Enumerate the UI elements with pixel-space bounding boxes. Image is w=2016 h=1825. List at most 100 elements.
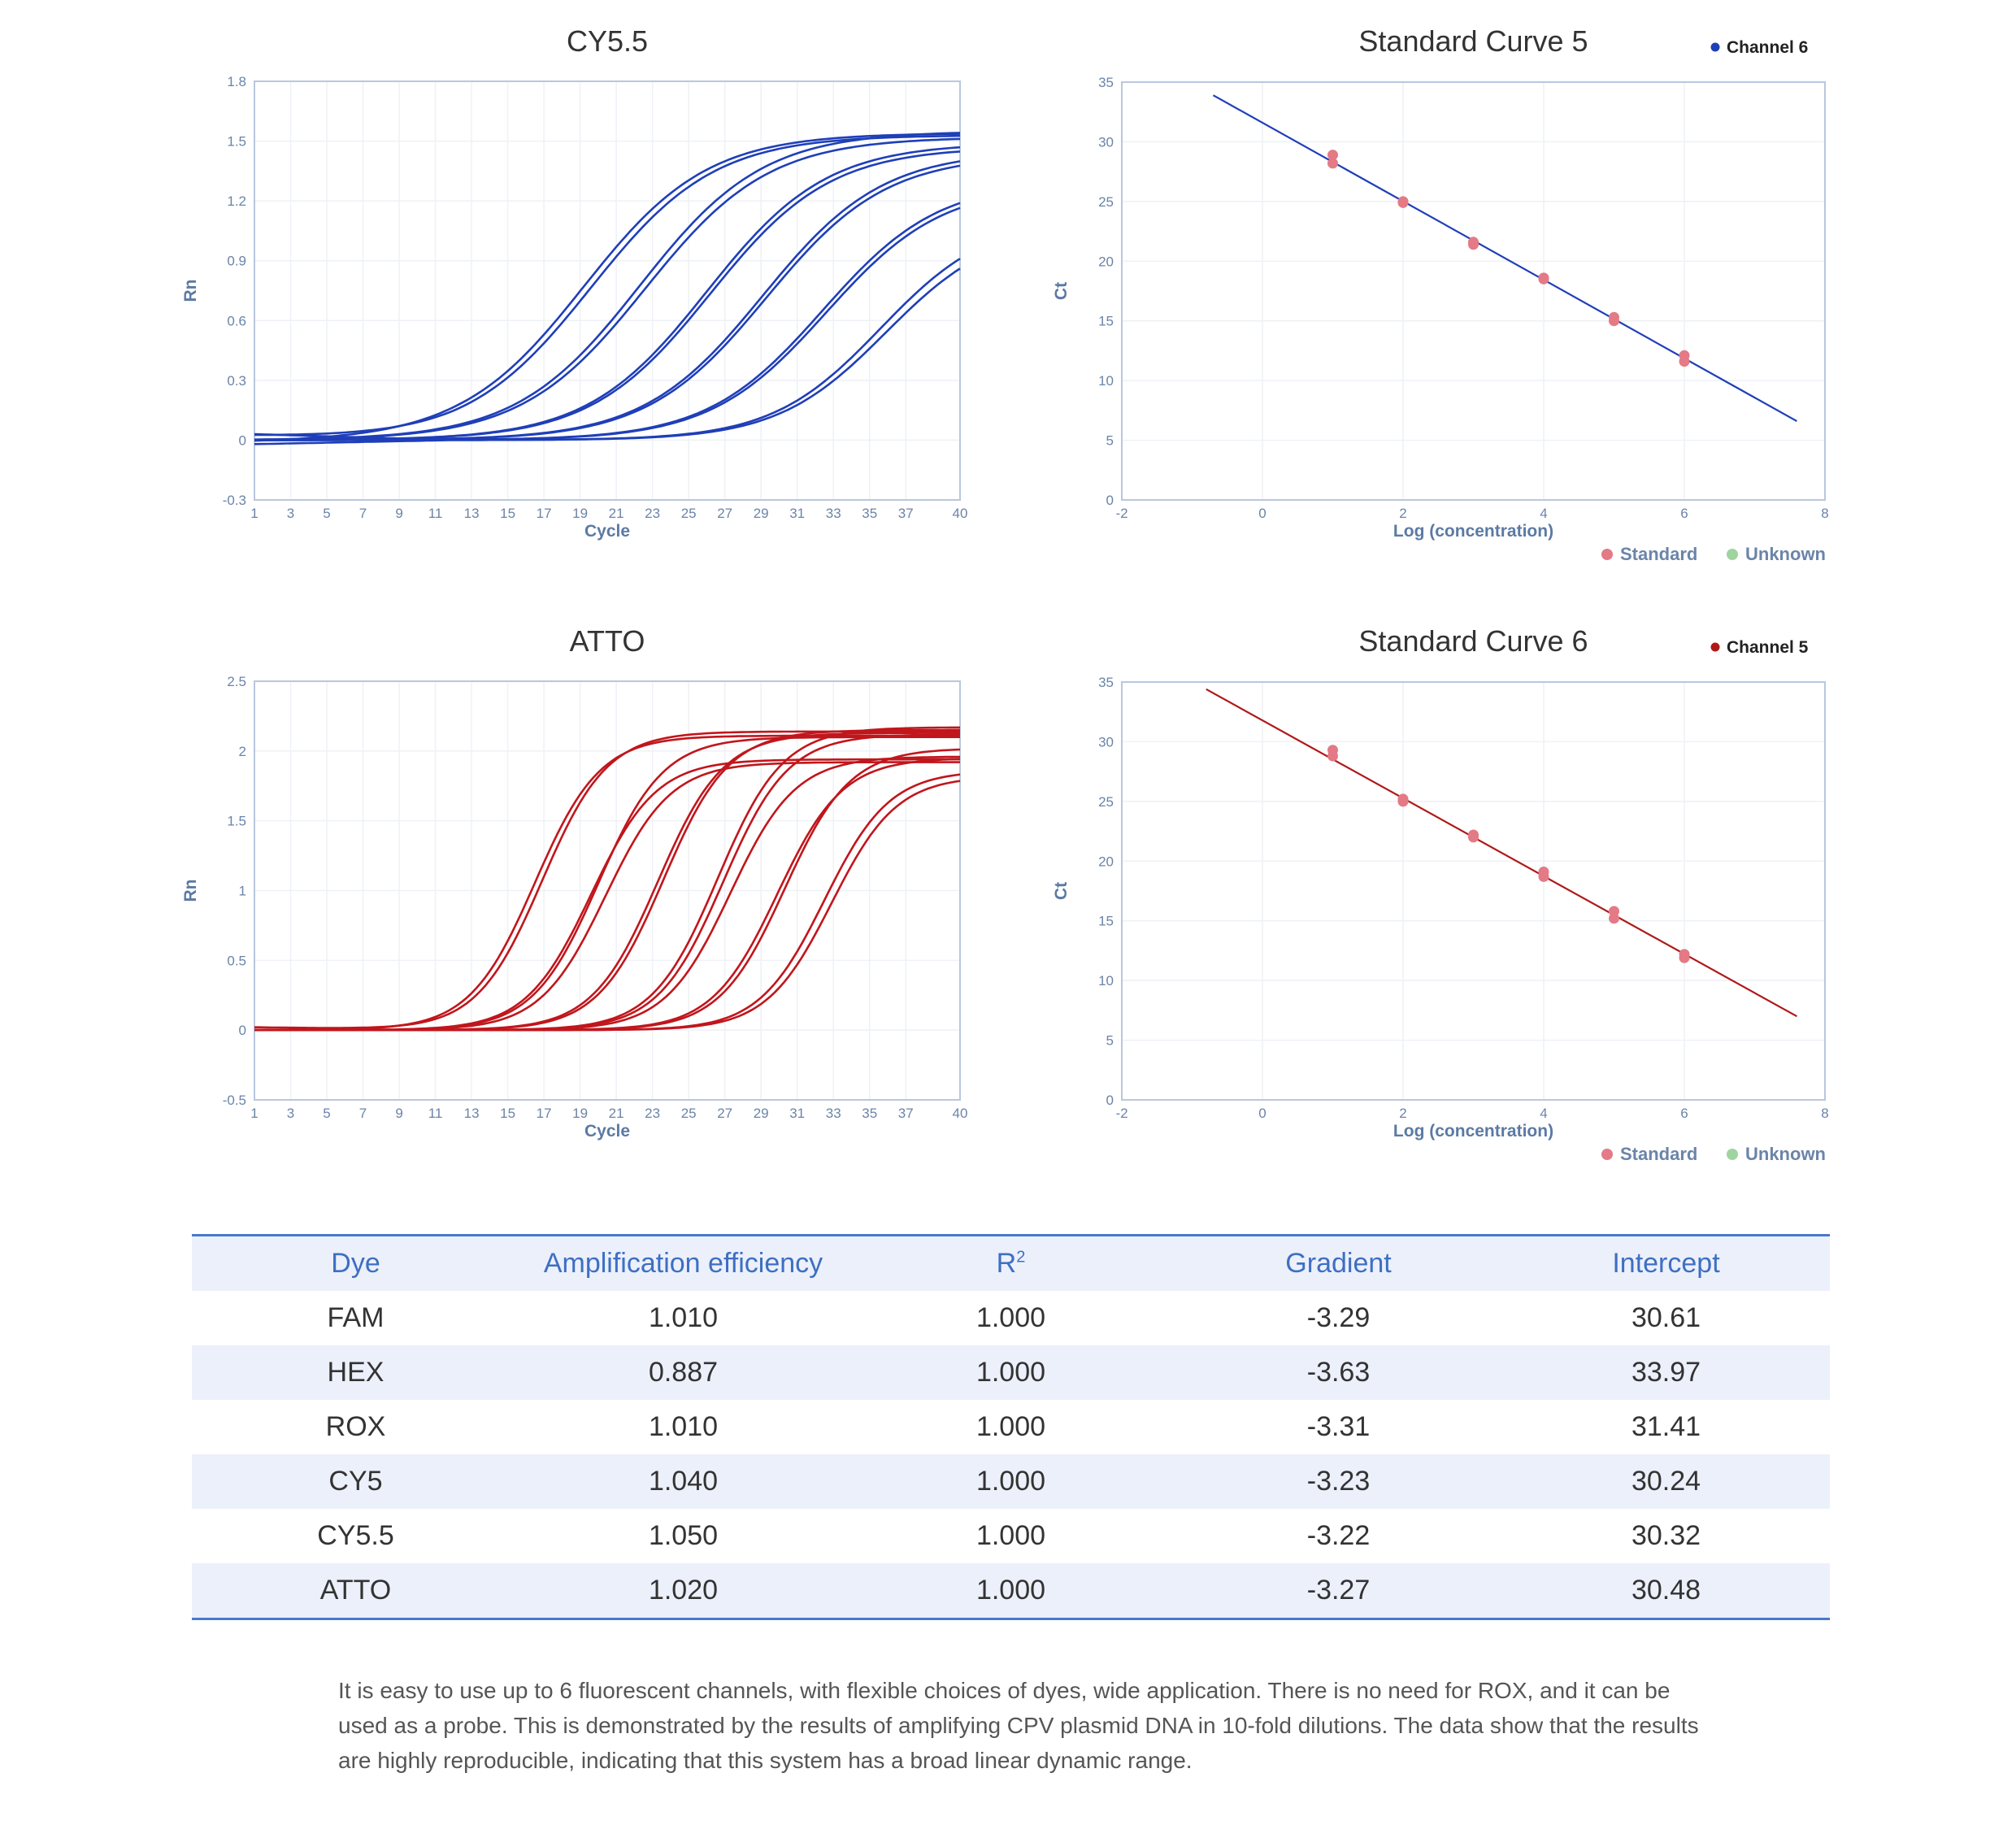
- header-amplification-efficiency: Amplification efficiency: [519, 1234, 847, 1291]
- plot-border: [1121, 81, 1826, 501]
- plot-border: [254, 80, 961, 501]
- results-table: Dye Amplification efficiency R2 Gradient…: [192, 1234, 1830, 1620]
- description-paragraph: It is easy to use up to 6 fluorescent ch…: [338, 1678, 1699, 1773]
- x-tick-label: 37: [898, 1106, 914, 1121]
- plot-background: [1122, 682, 1825, 1100]
- x-tick-label: 25: [681, 506, 697, 521]
- y-tick-label: 30: [1098, 734, 1114, 750]
- header-gradient: Gradient: [1175, 1234, 1502, 1291]
- standard-point: [1679, 356, 1690, 367]
- y-axis-label: Ct: [1052, 282, 1071, 300]
- x-tick-label: 0: [1258, 506, 1266, 521]
- y-tick-label: 35: [1098, 75, 1114, 90]
- legend-unknown-marker: [1727, 1149, 1738, 1160]
- standard-curve-fit-line: [1212, 94, 1797, 423]
- y-tick-label: 1.8: [227, 74, 246, 89]
- standard-point: [1609, 913, 1619, 924]
- x-tick-label: 35: [862, 506, 877, 521]
- x-tick-label: 21: [609, 1106, 624, 1121]
- legend-standard-label: Standard: [1620, 544, 1697, 564]
- x-tick-label: 21: [609, 506, 624, 521]
- x-tick-label: 1: [250, 506, 258, 521]
- cell-gradient: -3.22: [1306, 1520, 1371, 1551]
- y-tick-label: 0.6: [227, 313, 246, 328]
- x-tick-label: 35: [862, 1106, 877, 1121]
- cell-intercept: 30.61: [1631, 1302, 1701, 1333]
- x-tick-label: 1: [250, 1106, 258, 1121]
- header-r-superscript: 2: [1016, 1248, 1026, 1267]
- y-tick-label: 2: [239, 744, 246, 759]
- chart-title: Standard Curve 5: [1358, 24, 1588, 58]
- y-tick-label: 0.3: [227, 373, 246, 389]
- x-tick-label: 27: [717, 506, 732, 521]
- y-axis-label: Ct: [1052, 882, 1071, 900]
- cell-r2: 1.000: [847, 1454, 1175, 1509]
- cell-gradient: -3.29: [1306, 1302, 1371, 1333]
- y-tick-label: 0: [1106, 1093, 1114, 1108]
- x-tick-label: 13: [464, 1106, 480, 1121]
- cell-intercept: 30.48: [1502, 1563, 1830, 1620]
- x-tick-label: 7: [359, 506, 367, 521]
- header-r-squared: R2: [847, 1234, 1175, 1291]
- chart-amp_cy55: -0.300.30.60.91.21.51.81 3 5 7 9 11 13 15 17 19 21…: [181, 24, 967, 541]
- legend-unknown-label: Unknown: [1745, 544, 1826, 564]
- x-tick-label: 31: [789, 506, 805, 521]
- y-tick-label: 15: [1098, 314, 1114, 329]
- x-tick-label: 11: [428, 1106, 443, 1121]
- x-tick-label: 3: [287, 506, 294, 521]
- x-tick-label: 29: [754, 1106, 769, 1121]
- table-row: FAM 1.010 1.000 -3.29 30.61: [192, 1291, 1830, 1345]
- x-tick-label: 5: [323, 1106, 330, 1121]
- cell-efficiency: 1.050: [648, 1520, 719, 1551]
- x-tick-label: 40: [953, 1106, 968, 1121]
- y-tick-label: 10: [1098, 373, 1114, 389]
- standard-point: [1327, 158, 1338, 169]
- x-tick-label: 17: [537, 506, 552, 521]
- y-tick-label: 25: [1098, 794, 1114, 810]
- y-tick-label: 0.5: [227, 953, 246, 968]
- x-tick-label: -2: [1115, 506, 1127, 521]
- x-tick-label: 4: [1540, 506, 1547, 521]
- standard-point: [1327, 750, 1338, 762]
- x-tick-label: 31: [789, 1106, 805, 1121]
- standard-point: [1538, 871, 1549, 882]
- cell-intercept: 30.24: [1502, 1454, 1830, 1509]
- amplification-curve: [254, 133, 961, 442]
- x-tick-label: 3: [287, 1106, 294, 1121]
- cell-dye: CY5: [192, 1454, 519, 1509]
- x-tick-label: 8: [1821, 506, 1828, 521]
- y-tick-label: 0: [239, 1023, 246, 1038]
- standard-curve-fit-line: [1206, 688, 1797, 1018]
- chart-title: CY5.5: [567, 24, 648, 58]
- y-tick-label: 20: [1098, 854, 1114, 869]
- x-tick-label: 9: [395, 1106, 402, 1121]
- plot-border: [1121, 681, 1826, 1101]
- cell-efficiency: 1.040: [519, 1454, 847, 1509]
- legend-standard-label: Standard: [1620, 1144, 1697, 1164]
- amplification-curve: [254, 780, 961, 1032]
- y-tick-label: 20: [1098, 254, 1114, 269]
- x-tick-label: 25: [681, 1106, 697, 1121]
- chart-amp_atto: -0.500.511.522.51 3 5 7 9 11 13 15 17 19 21 23 25 27 2…: [181, 624, 967, 1141]
- chart-title: Standard Curve 6: [1358, 624, 1588, 658]
- header-r-label: R: [996, 1248, 1017, 1279]
- legend-standard-marker: [1601, 1149, 1613, 1160]
- x-tick-label: 11: [428, 506, 443, 521]
- y-tick-label: 5: [1106, 433, 1114, 449]
- header-intercept: Intercept: [1502, 1234, 1830, 1291]
- plot-background: [1122, 82, 1825, 500]
- table-row: CY5.5 1.050 1.000 -3.22 30.32: [192, 1509, 1830, 1563]
- x-axis-label: Log (concentration): [1393, 1122, 1553, 1141]
- standard-point: [1327, 150, 1338, 161]
- x-tick-label: 2: [1399, 1106, 1406, 1121]
- y-tick-label: 0: [1106, 493, 1114, 508]
- y-tick-label: 0.9: [227, 254, 246, 269]
- cell-gradient: -3.31: [1306, 1411, 1371, 1442]
- x-tick-label: 23: [645, 506, 660, 521]
- standard-point: [1468, 832, 1479, 843]
- x-tick-label: 17: [537, 1106, 552, 1121]
- amplification-curve: [254, 267, 961, 441]
- cell-efficiency: 1.020: [519, 1563, 847, 1620]
- y-tick-label: 2.5: [227, 674, 246, 689]
